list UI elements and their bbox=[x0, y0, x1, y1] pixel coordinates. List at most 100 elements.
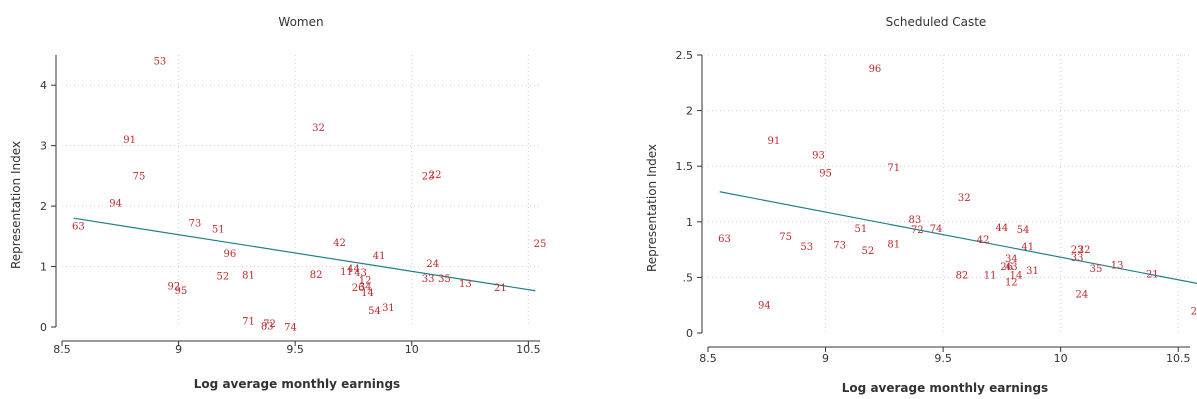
data-point-label: 44 bbox=[996, 223, 1009, 234]
data-point-label: 74 bbox=[930, 224, 943, 235]
data-point-label: 35 bbox=[438, 274, 451, 285]
data-point-label: 53 bbox=[154, 57, 167, 68]
chart-scheduled-caste: 8.5 9 9.5 10 10.5 0 .5 1 1.5 2 2.5 Scheduled Caste L… bbox=[645, 15, 1197, 395]
chart-title: Scheduled Caste bbox=[886, 15, 987, 29]
y-tick-label: 2 bbox=[686, 105, 693, 118]
data-point-label: 96 bbox=[224, 249, 237, 260]
data-point-label: 95 bbox=[819, 168, 832, 179]
x-tick-label: 9.5 bbox=[934, 352, 952, 365]
data-point-label: 25 bbox=[534, 239, 547, 250]
data-point-label: 83 bbox=[909, 215, 922, 226]
data-point-label: 26 bbox=[352, 283, 365, 294]
data-point-label: 14 bbox=[361, 288, 374, 299]
data-point-label: 11 bbox=[984, 271, 997, 282]
data-point-label: 83 bbox=[261, 321, 274, 332]
data-point-label: 22 bbox=[1078, 245, 1091, 256]
y-tick-label: 2 bbox=[40, 200, 47, 213]
x-tick-label: 10 bbox=[1054, 352, 1068, 365]
data-point-label: 71 bbox=[242, 316, 255, 327]
x-axis-label: Log average monthly earnings bbox=[194, 377, 400, 391]
y-tick-label: 0 bbox=[40, 321, 47, 334]
y-tick-label: 2.5 bbox=[676, 49, 694, 62]
data-point-label: 81 bbox=[887, 240, 900, 251]
data-point-label: 12 bbox=[1005, 277, 1018, 288]
y-tick-label: 1.5 bbox=[676, 160, 694, 173]
y-tick-label: 0 bbox=[686, 327, 693, 340]
data-point-label: 31 bbox=[382, 303, 395, 314]
data-point-label: 42 bbox=[333, 238, 346, 249]
data-point-label: 31 bbox=[1026, 266, 1039, 277]
data-point-label: 14 bbox=[1010, 271, 1023, 282]
data-point-label: 91 bbox=[767, 136, 780, 147]
y-tick-label: 4 bbox=[40, 79, 47, 92]
data-point-label: 25 bbox=[1191, 306, 1197, 317]
y-tick-label: 3 bbox=[40, 140, 47, 153]
data-point-label: 51 bbox=[854, 224, 867, 235]
data-point-label: 33 bbox=[1071, 253, 1084, 264]
x-tick-label: 9 bbox=[175, 343, 182, 356]
fit-line bbox=[73, 217, 536, 292]
data-point-label: 63 bbox=[718, 234, 731, 245]
data-point-label: 93 bbox=[812, 151, 825, 162]
data-point-label: 35 bbox=[1090, 264, 1103, 275]
data-point-label: 75 bbox=[133, 171, 146, 182]
y-tick-label: 1 bbox=[686, 216, 693, 229]
data-point-label: 34 bbox=[1005, 254, 1018, 265]
y-tick-label: .5 bbox=[683, 271, 694, 284]
data-point-label: 63 bbox=[72, 222, 85, 233]
data-point-label: 54 bbox=[1017, 225, 1030, 236]
data-point-label: 91 bbox=[123, 135, 136, 146]
data-point-label: 23 bbox=[422, 171, 435, 182]
data-point-label: 72 bbox=[911, 225, 924, 236]
data-point-label: 95 bbox=[175, 286, 188, 297]
data-point-label: 22 bbox=[429, 170, 442, 181]
data-point-label: 33 bbox=[422, 274, 435, 285]
data-point-label: 32 bbox=[312, 123, 325, 134]
data-point-label: 26 bbox=[1000, 262, 1013, 273]
y-tick-label: 1 bbox=[40, 261, 47, 274]
fit-line bbox=[719, 191, 1197, 284]
x-tick-label: 10.5 bbox=[1166, 352, 1191, 365]
data-point-label: 41 bbox=[373, 251, 386, 262]
data-point-label: 12 bbox=[359, 275, 372, 286]
data-point-label: 13 bbox=[1111, 261, 1124, 272]
x-axis-label: Log average monthly earnings bbox=[842, 381, 1048, 395]
chart-title: Women bbox=[278, 15, 323, 29]
data-point-label: 11 bbox=[340, 267, 353, 278]
data-point-label: 92 bbox=[168, 281, 181, 292]
data-point-label: 43 bbox=[354, 268, 367, 279]
data-point-label: 24 bbox=[1075, 290, 1088, 301]
data-point-label: 44 bbox=[347, 264, 360, 275]
y-axis-label: Representation Index bbox=[9, 141, 23, 269]
data-point-label: 73 bbox=[189, 219, 202, 230]
data-point-label: 13 bbox=[459, 279, 472, 290]
data-point-label: 41 bbox=[1021, 242, 1034, 253]
data-point-label: 94 bbox=[758, 301, 771, 312]
data-point-label: 52 bbox=[862, 246, 875, 257]
x-tick-label: 10.5 bbox=[516, 343, 541, 356]
data-point-label: 73 bbox=[833, 241, 846, 252]
data-point-label: 54 bbox=[368, 306, 381, 317]
data-point-label: 51 bbox=[212, 225, 225, 236]
y-axis-label: Representation Index bbox=[645, 144, 659, 272]
x-tick-label: 10 bbox=[405, 343, 419, 356]
data-point-label: 82 bbox=[310, 270, 323, 281]
data-point-label: 21 bbox=[494, 283, 507, 294]
data-point-label: 72 bbox=[263, 319, 276, 330]
data-point-label: 34 bbox=[359, 282, 372, 293]
data-point-label: 43 bbox=[1005, 262, 1018, 273]
data-point-label: 53 bbox=[800, 242, 813, 253]
x-tick-label: 8.5 bbox=[53, 343, 71, 356]
x-tick-label: 9 bbox=[822, 352, 829, 365]
data-point-label: 32 bbox=[958, 193, 971, 204]
data-point-label: 42 bbox=[977, 235, 990, 246]
data-point-label: 74 bbox=[284, 323, 297, 334]
data-point-label: 94 bbox=[109, 199, 122, 210]
data-point-label: 52 bbox=[217, 272, 230, 283]
data-point-label: 81 bbox=[242, 271, 255, 282]
data-point-label: 21 bbox=[1146, 270, 1159, 281]
x-tick-label: 9.5 bbox=[286, 343, 304, 356]
x-tick-label: 8.5 bbox=[699, 352, 717, 365]
data-point-label: 75 bbox=[779, 232, 792, 243]
